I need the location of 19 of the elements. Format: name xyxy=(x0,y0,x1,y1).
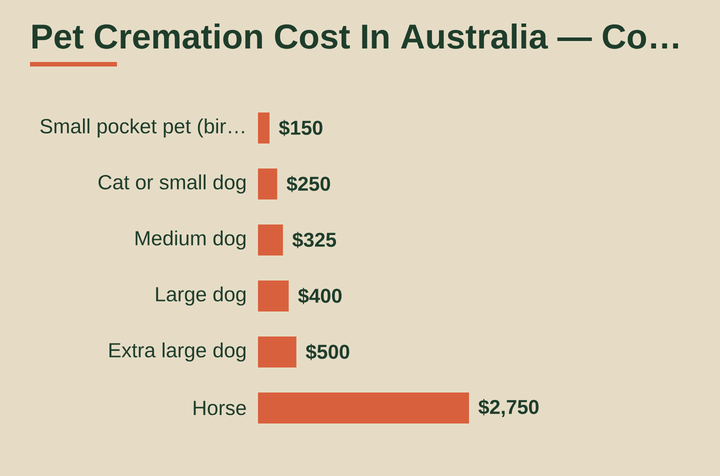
data-label: $400 xyxy=(298,288,342,304)
data-label: $500 xyxy=(306,344,350,360)
data-label: $150 xyxy=(278,120,322,136)
bar xyxy=(258,168,278,200)
y-tick-label: Cat or small dog xyxy=(98,174,246,194)
bar xyxy=(258,280,289,312)
y-tick-label: Medium dog xyxy=(136,230,246,250)
y-tick-label: Small pocket pet (bir… xyxy=(40,118,244,138)
y-tick-label: Large dog xyxy=(156,286,246,306)
y-tick-label: Extra large dog xyxy=(109,342,246,362)
bar xyxy=(258,336,296,368)
data-label: $2,750 xyxy=(478,399,539,417)
y-tick-label: Horse xyxy=(194,400,246,416)
data-label: $325 xyxy=(292,232,336,248)
bar xyxy=(258,392,470,424)
bar xyxy=(258,224,283,256)
chart-title: Pet Cremation Cost In Australia — Co… xyxy=(32,23,678,49)
data-label: $250 xyxy=(286,176,330,192)
bar xyxy=(258,112,270,144)
